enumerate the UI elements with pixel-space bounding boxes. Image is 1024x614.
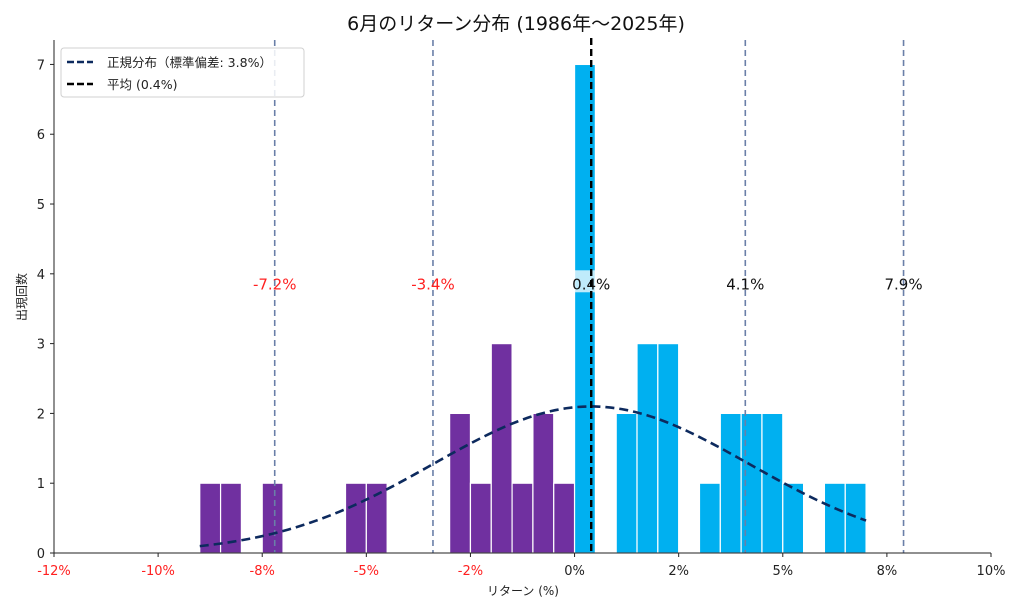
y-tick-label: 2	[37, 407, 45, 422]
histogram-bar	[490, 343, 513, 554]
y-tick-label: 5	[37, 198, 45, 213]
x-tick-label: 2%	[668, 564, 689, 579]
histogram-bar	[199, 482, 222, 554]
legend-mean-label: 平均 (0.4%)	[107, 77, 177, 92]
sd-label: -3.4%	[411, 275, 455, 293]
x-ticks: -12% -10% -8% -5% -2% 0% 2% 5% 8% 10%	[37, 553, 1005, 579]
y-axis-label: 出現回数	[14, 273, 29, 321]
axes-layer	[53, 40, 991, 554]
x-tick-label: 10%	[977, 564, 1006, 579]
histogram-bar	[740, 412, 763, 554]
x-tick-label: -12%	[37, 564, 71, 579]
y-tick-label: 0	[37, 547, 45, 562]
histogram-bar	[553, 482, 576, 554]
histogram-bar	[532, 412, 555, 554]
legend-normal-curve-label: 正規分布（標準偏差: 3.8%）	[107, 55, 272, 70]
y-tick-label: 1	[37, 477, 45, 492]
histogram-bar	[761, 412, 784, 554]
histogram-bar	[782, 482, 805, 554]
x-tick-label: 0%	[564, 564, 585, 579]
x-tick-label: -8%	[250, 564, 275, 579]
bars-layer	[199, 63, 867, 554]
histogram-bar	[344, 482, 367, 554]
y-tick-label: 3	[37, 338, 45, 353]
histogram-bar	[698, 482, 721, 554]
sd-label: -7.2%	[253, 275, 297, 293]
histogram-bar	[615, 412, 638, 554]
y-tick-label: 7	[37, 58, 45, 73]
histogram-bar	[449, 412, 472, 554]
legend: 正規分布（標準偏差: 3.8%） 平均 (0.4%)	[60, 47, 305, 98]
histogram-bar	[469, 482, 492, 554]
histogram-bar	[823, 482, 846, 554]
x-tick-label: -10%	[141, 564, 175, 579]
curve-layer	[199, 405, 867, 548]
legend-box	[60, 47, 305, 98]
sd-label: 4.1%	[726, 275, 764, 293]
sd-label: 7.9%	[884, 275, 922, 293]
y-tick-label: 4	[37, 268, 45, 283]
y-tick-label: 6	[37, 128, 45, 143]
normal-distribution-curve	[199, 405, 867, 548]
histogram-bar	[261, 482, 284, 554]
y-ticks: 0 1 2 3 4 5 6 7	[37, 58, 54, 562]
histogram-bar	[511, 482, 534, 554]
histogram-bar	[657, 343, 680, 554]
x-axis-label: リターン (%)	[487, 584, 559, 598]
chart-title: 6月のリターン分布 (1986年～2025年)	[347, 13, 685, 35]
histogram-bar	[719, 412, 742, 554]
x-tick-label: 8%	[877, 564, 898, 579]
x-tick-label: -5%	[354, 564, 379, 579]
sd-lines-layer: -7.2%-3.4%0.4%4.1%7.9%	[253, 40, 923, 553]
x-tick-label: 5%	[772, 564, 793, 579]
x-tick-label: -2%	[458, 564, 483, 579]
histogram-bar	[636, 343, 659, 554]
